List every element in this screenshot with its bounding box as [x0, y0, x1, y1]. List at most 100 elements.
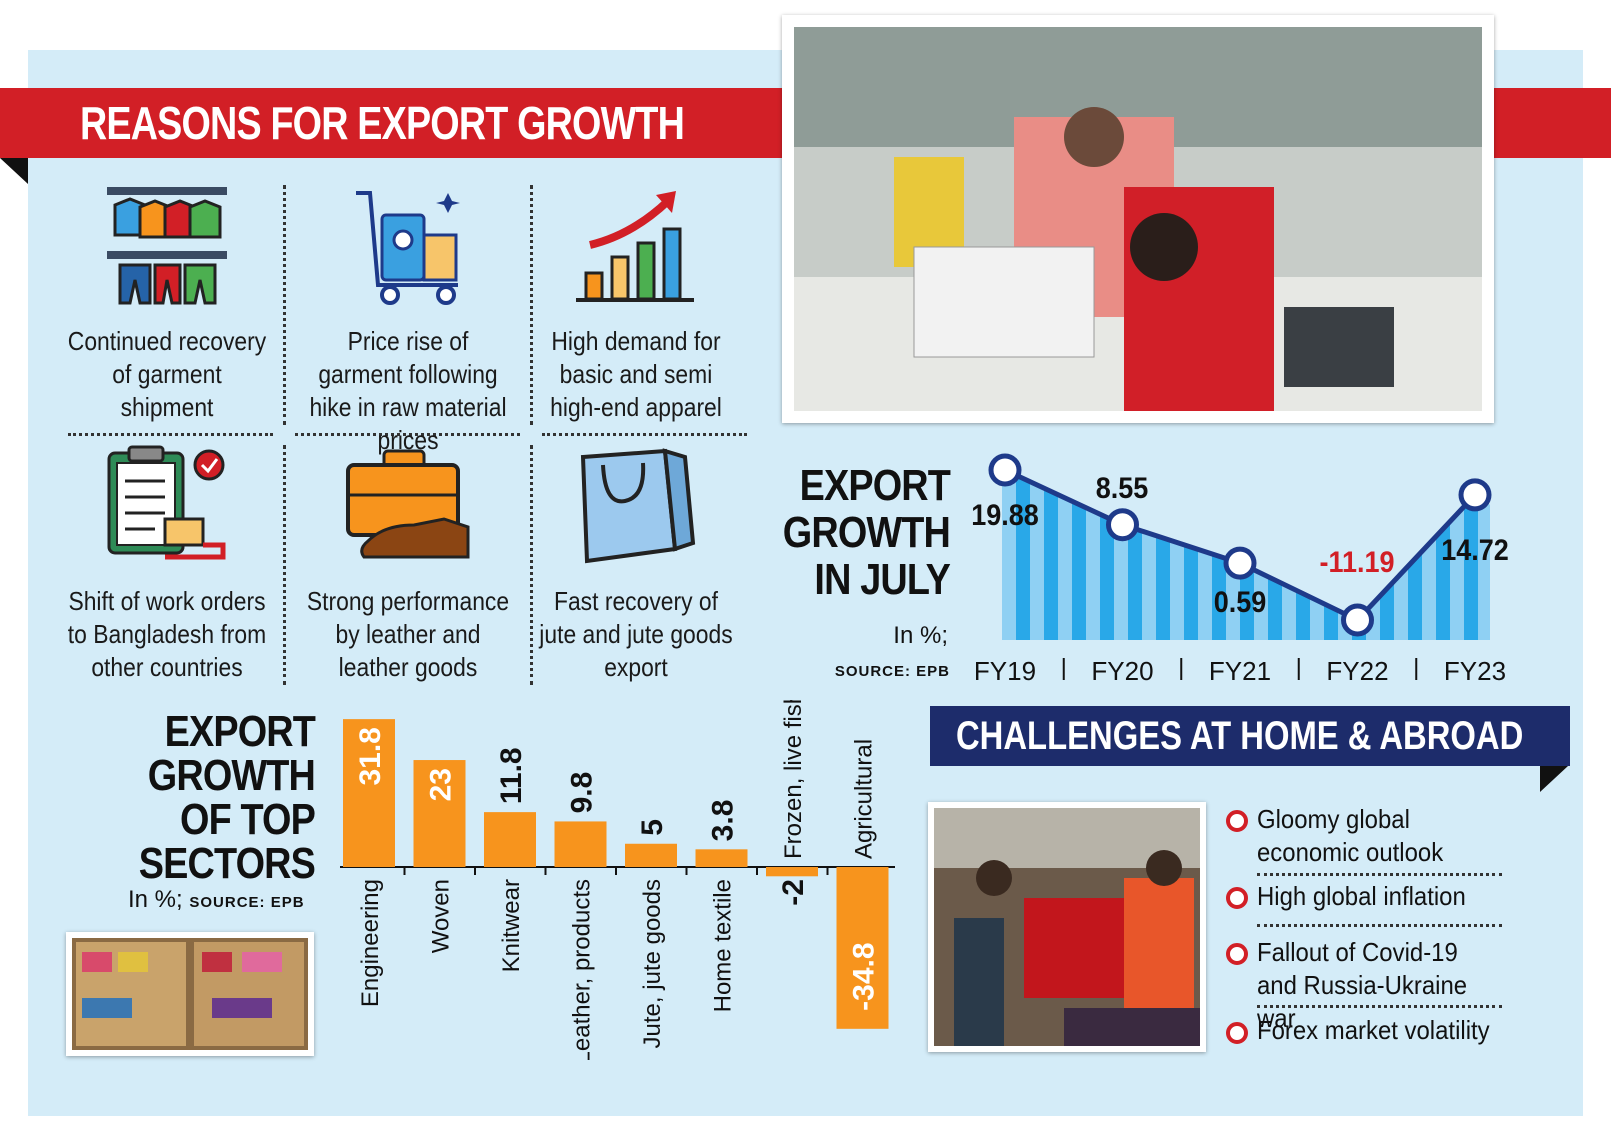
sector-value-label-group: -2 [777, 879, 810, 906]
challenge-divider [1257, 1005, 1502, 1008]
bullet-icon [1226, 887, 1248, 909]
sector-bar [343, 719, 395, 867]
sector-bar [836, 867, 889, 1029]
reason-text: Fast recovery of jute and jute goods exp… [539, 586, 733, 682]
challenges-banner: CHALLENGES AT HOME & ABROAD [930, 706, 1570, 766]
july-area [1002, 470, 1490, 640]
july-line-chart: 19.88 8.55 0.59 -11.19 14.72 FY19 FY20 FY21 FY22… [971, 453, 1509, 686]
sector-category-label: Agricultural [851, 739, 878, 859]
sector-bar [625, 843, 677, 867]
leather-shop-photo [928, 802, 1206, 1052]
reason-text: High demand for basic and semi high-end … [550, 326, 722, 422]
sector-bar [484, 812, 536, 867]
reason-text: Strong performance by leather and leathe… [306, 586, 510, 682]
briefcase-shoe-icon [346, 449, 470, 559]
sectors-unit: In %; [128, 886, 183, 913]
sector-value-label: 3.8 [707, 800, 740, 842]
sector-value-label: -34.8 [848, 942, 881, 1010]
bullet-icon [1226, 810, 1248, 832]
sector-category-label-group: Engineering [357, 879, 384, 1007]
july-source: SOURCE: EPB [834, 663, 950, 680]
july-x-tick-label: FY22 [1326, 656, 1388, 686]
sector-category-label: Jute, jute goods [639, 879, 666, 1048]
challenge-divider [1257, 873, 1502, 876]
sector-category-label: Engineering [357, 879, 384, 1007]
reason-text: Shift of work orders to Bangladesh from … [67, 586, 267, 682]
reason-text: Price rise of garment following hike in … [309, 326, 507, 455]
sector-category-label-group: Agricultural [851, 739, 878, 859]
july-value-label: 8.55 [1096, 472, 1149, 506]
sector-value-label-group: 5 [636, 819, 669, 836]
clothes-rack-icon [107, 187, 227, 305]
challenge-divider [1257, 924, 1502, 927]
banner-fold-left [0, 158, 28, 184]
sectors-source: SOURCE: EPB [189, 894, 305, 911]
july-x-tick-label: FY20 [1091, 656, 1153, 686]
reasons-banner: REASONS FOR EXPORT GROWTH [0, 88, 790, 158]
sector-bar-chart: 31.8 Engineering 23 Woven 11.8 Knitwear 9.8 Lea… [340, 700, 895, 1060]
sector-value-label-group: 23 [425, 768, 458, 801]
sector-value-label: 23 [425, 768, 458, 801]
sector-value-label-group: 3.8 [707, 800, 740, 842]
grid-divider [542, 433, 747, 436]
reasons-banner-right [1490, 88, 1611, 158]
sector-value-label-group: 31.8 [354, 727, 387, 785]
sector-value-label-group: 9.8 [566, 772, 599, 814]
july-x-tick-label: FY23 [1444, 656, 1506, 686]
sector-category-label-group: Knitwear [498, 879, 525, 972]
garment-factory-photo [782, 15, 1494, 423]
sector-category-label-group: Leather, products [569, 879, 596, 1060]
challenge-item: Forex market volatility [1257, 1015, 1490, 1045]
july-data-point [988, 453, 1022, 487]
sector-category-label: Woven [428, 879, 455, 953]
grid-divider [283, 185, 286, 425]
growth-chart-icon [576, 191, 694, 302]
challenge-item: Gloomy global economic outlook [1257, 804, 1444, 867]
luggage-cart-icon [356, 191, 460, 305]
title-line: OF TOP [179, 795, 316, 844]
sector-bar [766, 867, 818, 877]
grid-divider [530, 445, 533, 685]
sector-bar [695, 849, 748, 867]
title-line: EXPORT [799, 461, 951, 510]
sector-bar [554, 821, 607, 867]
challenge-item: High global inflation [1257, 881, 1466, 911]
july-data-point [1458, 478, 1492, 512]
sector-value-label: -2 [777, 879, 810, 906]
july-unit: In %; [893, 622, 948, 649]
sectors-unit-source: In %; SOURCE: EPB [128, 886, 318, 914]
sector-category-label-group: Woven [428, 879, 455, 953]
title-line: SECTORS [138, 839, 316, 888]
sector-category-label: Frozen, live fish [780, 700, 807, 859]
challenges-title: CHALLENGES AT HOME & ABROAD [956, 714, 1524, 758]
sectors-chart-title: EXPORT GROWTH OF TOP SECTORS [90, 707, 316, 888]
sector-value-label: 31.8 [354, 727, 387, 785]
grid-divider [530, 185, 533, 425]
sector-category-label-group: Frozen, live fish [780, 700, 807, 859]
title-line: EXPORT [164, 707, 316, 756]
grid-divider [283, 445, 286, 685]
grid-divider [295, 433, 520, 436]
title-line: GROWTH [147, 751, 316, 800]
handicraft-shop-photo [66, 932, 314, 1056]
july-value-label: 0.59 [1214, 586, 1267, 620]
title-line: IN JULY [814, 555, 950, 604]
sector-category-label: Knitwear [498, 879, 525, 972]
july-data-point [1341, 603, 1374, 637]
shopping-bag-icon [580, 448, 696, 564]
bullet-icon [1226, 1022, 1248, 1044]
july-value-label: 14.72 [1441, 534, 1509, 568]
sector-category-label: Leather, products [569, 879, 596, 1060]
title-line: GROWTH [782, 508, 951, 557]
july-x-tick-label: FY19 [974, 656, 1036, 686]
july-chart-title: EXPORT GROWTH IN JULY [740, 461, 951, 604]
grid-divider [68, 433, 273, 436]
july-data-point [1223, 546, 1257, 580]
clipboard-delivery-icon [107, 445, 226, 560]
reasons-title: REASONS FOR EXPORT GROWTH [80, 97, 685, 149]
reason-text: Continued recovery of garment shipment [67, 326, 267, 422]
july-x-tick-label: FY21 [1209, 656, 1271, 686]
july-value-label: -11.19 [1319, 546, 1394, 580]
sector-category-label-group: Jute, jute goods [639, 879, 666, 1048]
sector-value-label-group: -34.8 [848, 942, 881, 1010]
